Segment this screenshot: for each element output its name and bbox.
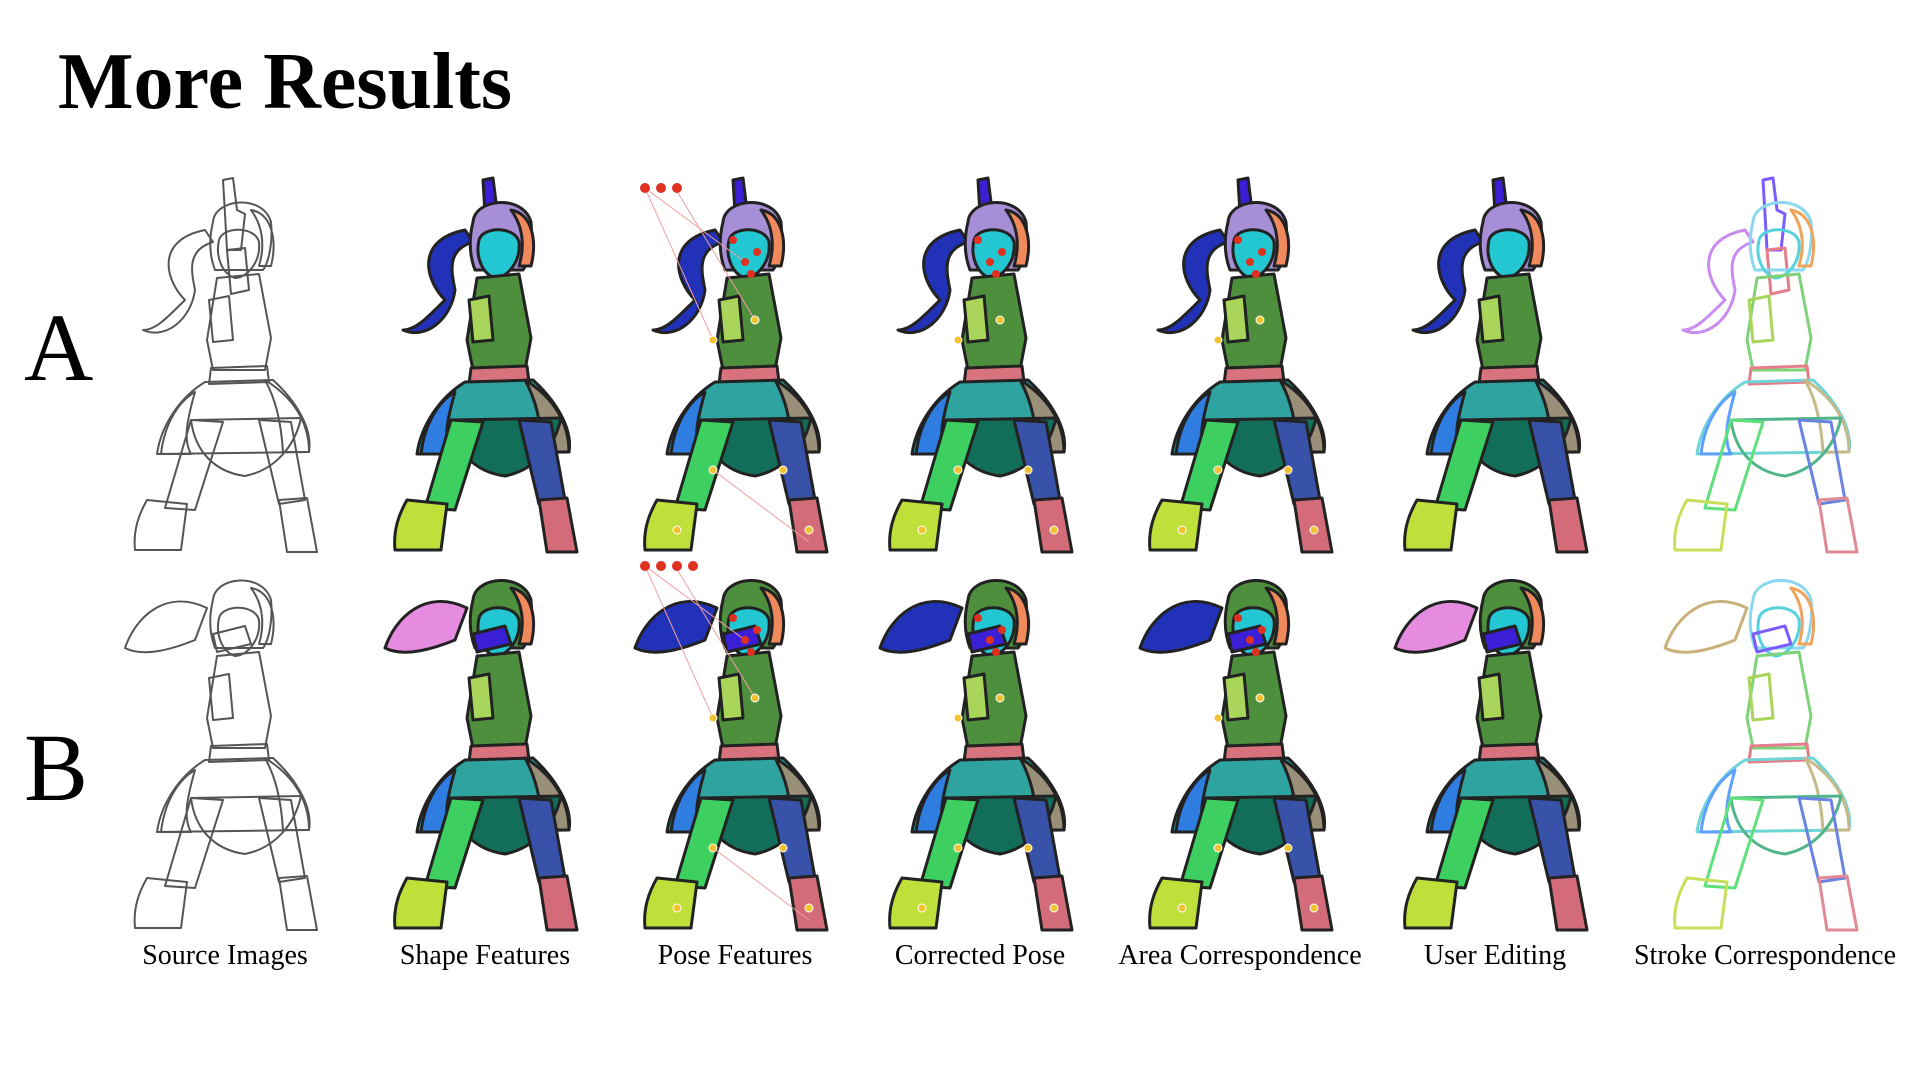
figure-panel-a-5 xyxy=(1110,170,1370,560)
slide-title: More Results xyxy=(58,38,512,126)
character-figure xyxy=(383,579,579,932)
figure-panel-a-1 xyxy=(95,170,355,560)
character-figure xyxy=(1673,176,1859,554)
row-label-a: A xyxy=(24,294,94,401)
character-figure xyxy=(393,176,579,554)
character-figure xyxy=(1148,176,1334,554)
column-label: Shape Features xyxy=(399,940,571,971)
character-figure xyxy=(124,579,318,931)
result-row-b xyxy=(0,548,1920,938)
character-figure xyxy=(878,579,1074,932)
character-figure xyxy=(640,176,829,554)
column-label: Area Correspondence xyxy=(1118,940,1362,971)
column-label: Pose Features xyxy=(657,940,813,971)
column-label: Source Images xyxy=(142,940,308,971)
figure-panel-b-2 xyxy=(355,548,615,938)
character-figure xyxy=(1663,579,1859,932)
figure-panel-b-3 xyxy=(605,548,865,938)
result-row-a xyxy=(0,170,1920,560)
column-label: User Editing xyxy=(1423,940,1567,971)
figure-panel-a-4 xyxy=(850,170,1110,560)
figure-panel-a-3 xyxy=(605,170,865,560)
column-label: Stroke Correspondence xyxy=(1633,940,1897,971)
character-figure xyxy=(633,561,829,932)
figure-panel-b-7 xyxy=(1635,548,1895,938)
figure-panel-b-1 xyxy=(95,548,355,938)
character-figure xyxy=(1403,176,1589,554)
column-label: Corrected Pose xyxy=(894,940,1066,971)
figure-panel-a-6 xyxy=(1365,170,1625,560)
character-figure xyxy=(1393,579,1589,932)
figure-panel-b-4 xyxy=(850,548,1110,938)
character-figure xyxy=(888,176,1074,554)
figure-panel-a-2 xyxy=(355,170,615,560)
character-figure xyxy=(1138,579,1334,932)
row-label-b: B xyxy=(24,714,89,821)
figure-panel-b-5 xyxy=(1110,548,1370,938)
figure-panel-b-6 xyxy=(1365,548,1625,938)
character-figure xyxy=(133,177,318,553)
figure-panel-a-7 xyxy=(1635,170,1895,560)
